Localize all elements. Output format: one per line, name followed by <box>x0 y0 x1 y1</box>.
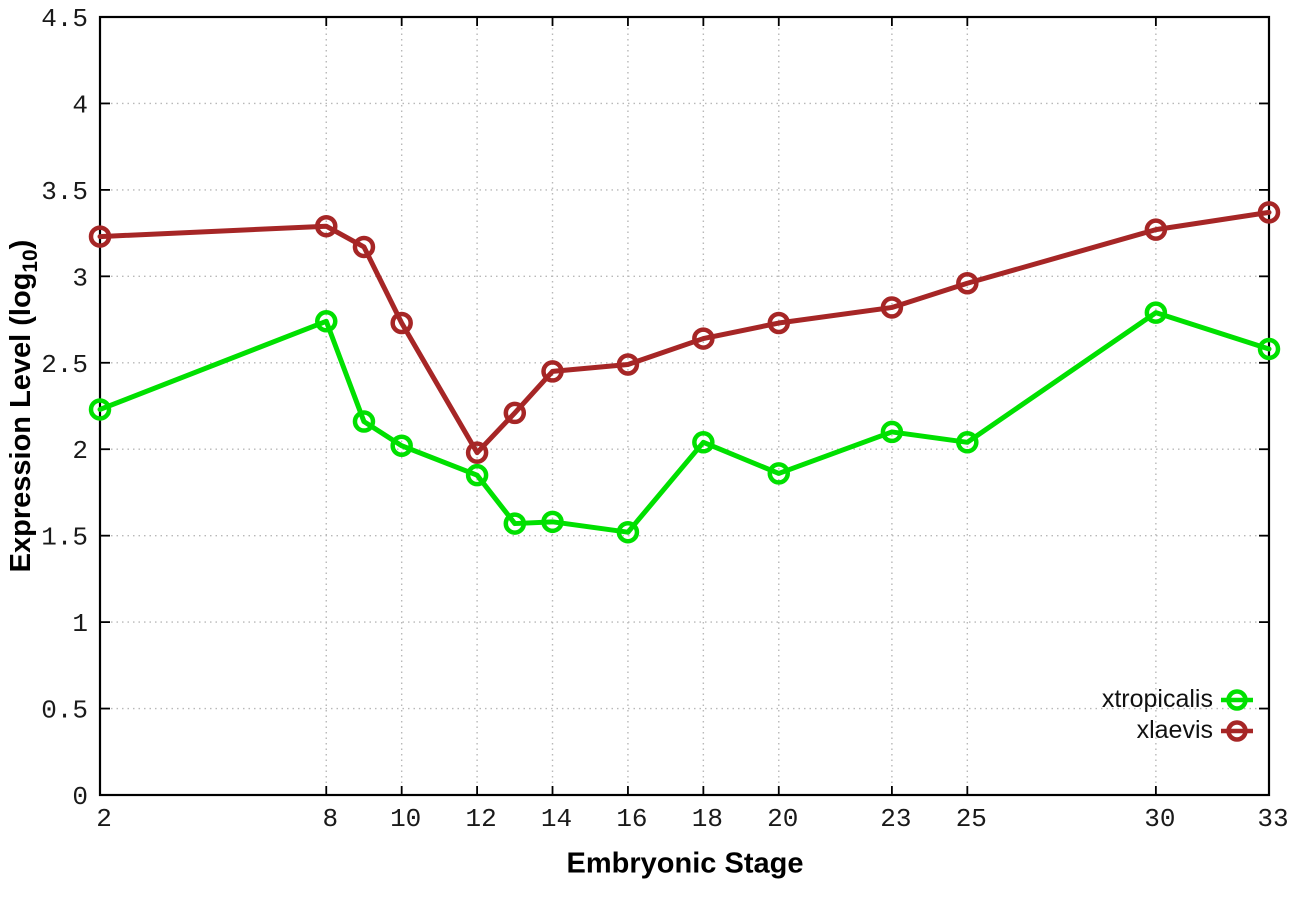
x-axis-title: Embryonic Stage <box>566 847 804 880</box>
svg-text:0.5: 0.5 <box>41 696 88 726</box>
legend-item-xtropicalis: xtropicalis <box>1102 684 1255 715</box>
svg-text:14: 14 <box>541 804 572 834</box>
legend: xtropicalis xlaevis <box>1102 684 1255 746</box>
svg-text:3.5: 3.5 <box>41 177 88 207</box>
xtropicalis-line-marker-icon <box>1221 688 1253 711</box>
svg-text:18: 18 <box>692 804 723 834</box>
y-axis-title-text: Expression Level (log <box>5 272 38 573</box>
svg-text:3: 3 <box>72 263 88 293</box>
svg-text:0: 0 <box>72 782 88 812</box>
svg-text:4.5: 4.5 <box>41 4 88 34</box>
legend-label-xtropicalis: xtropicalis <box>1101 685 1213 713</box>
svg-text:8: 8 <box>322 804 338 834</box>
legend-item-xlaevis: xlaevis <box>1102 715 1255 746</box>
svg-text:23: 23 <box>880 804 911 834</box>
y-axis-title-subscript: 10 <box>18 249 42 273</box>
y-axis-title: Expression Level (log10) <box>5 240 43 573</box>
svg-text:16: 16 <box>616 804 647 834</box>
svg-text:1.5: 1.5 <box>41 523 88 553</box>
svg-text:20: 20 <box>767 804 798 834</box>
svg-text:2.5: 2.5 <box>41 350 88 380</box>
svg-text:25: 25 <box>956 804 987 834</box>
svg-text:2: 2 <box>96 804 112 834</box>
xlaevis-line-marker-icon <box>1221 719 1253 742</box>
svg-text:1: 1 <box>72 609 88 639</box>
svg-text:10: 10 <box>390 804 421 834</box>
y-axis-title-close: ) <box>5 239 38 250</box>
svg-text:33: 33 <box>1257 804 1288 834</box>
legend-label-xlaevis: xlaevis <box>1136 716 1213 744</box>
svg-text:12: 12 <box>465 804 496 834</box>
svg-text:30: 30 <box>1144 804 1175 834</box>
svg-text:2: 2 <box>72 436 88 466</box>
svg-text:4: 4 <box>72 90 88 120</box>
